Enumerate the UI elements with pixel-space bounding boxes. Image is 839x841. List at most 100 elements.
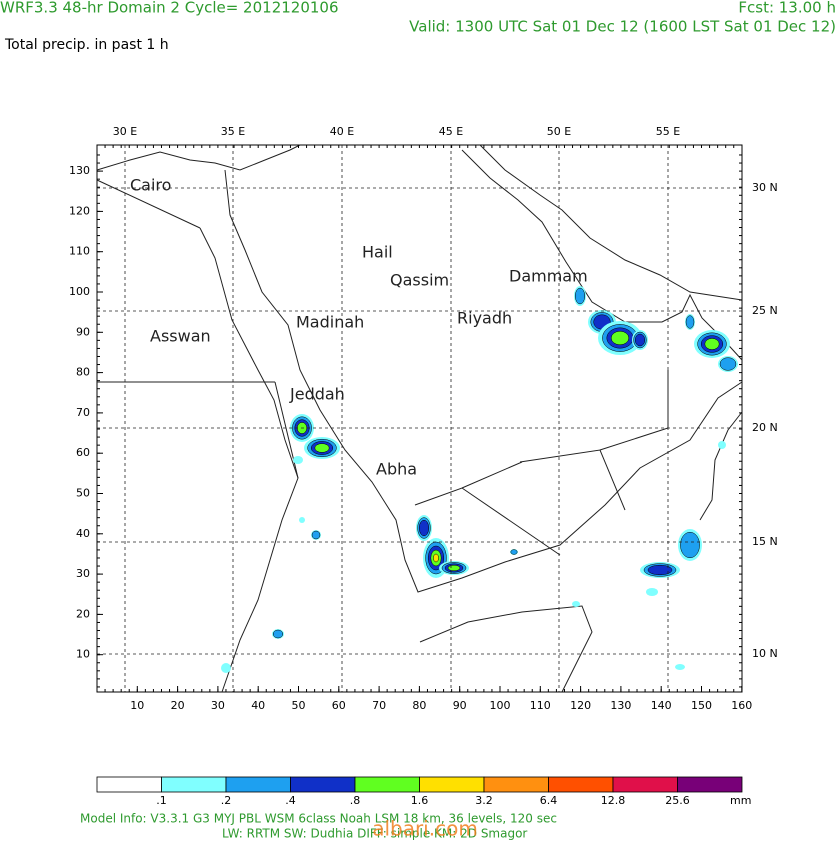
precip-area bbox=[685, 315, 695, 329]
colorbar-box bbox=[419, 776, 485, 793]
y-tick-label: 70 bbox=[76, 406, 90, 419]
colorbar-label: 1.6 bbox=[411, 794, 429, 807]
place-label: Cairo bbox=[130, 176, 171, 195]
precip-area bbox=[433, 553, 439, 563]
x-tick-label: 60 bbox=[332, 699, 346, 712]
x-tick-label: 30 bbox=[211, 699, 225, 712]
watermark: albari.com bbox=[372, 817, 478, 841]
axes: 30 E 35 E 40 E 45 E 50 E 55 E 30 N 25 N 20 N 15 N… bbox=[69, 125, 778, 712]
colorbar-box bbox=[354, 776, 420, 793]
colorbar-label: 25.6 bbox=[665, 794, 690, 807]
y-tick-label: 10 bbox=[76, 648, 90, 661]
precip-area bbox=[221, 663, 231, 673]
colorbar-box bbox=[548, 776, 614, 793]
lat-label: 10 N bbox=[752, 647, 778, 660]
precip-area bbox=[680, 531, 700, 559]
precip-area bbox=[634, 333, 646, 347]
place-label: Madinah bbox=[296, 313, 364, 332]
colorbar-box bbox=[225, 776, 291, 793]
x-tick-label: 20 bbox=[171, 699, 185, 712]
coastline bbox=[699, 411, 743, 521]
x-tick-label: 160 bbox=[731, 699, 752, 712]
x-tick-label: 80 bbox=[412, 699, 426, 712]
x-tick-label: 120 bbox=[570, 699, 591, 712]
precip-area bbox=[574, 287, 586, 305]
place-label: Abha bbox=[376, 460, 417, 479]
y-tick-label: 80 bbox=[76, 366, 90, 379]
x-tick-label: 70 bbox=[372, 699, 386, 712]
precip-area bbox=[704, 338, 720, 350]
precip-area bbox=[299, 517, 305, 523]
precip-area bbox=[718, 441, 726, 449]
precip-area bbox=[272, 629, 284, 639]
lon-label: 50 E bbox=[547, 125, 571, 138]
place-label: Riyadh bbox=[457, 309, 512, 328]
model-info: Model Info: V3.3.1 G3 MYJ PBL WSM 6class… bbox=[80, 812, 557, 826]
forecast: Fcst: 13.00 h bbox=[738, 0, 836, 17]
map bbox=[96, 144, 743, 693]
y-tick-label: 90 bbox=[76, 325, 90, 338]
precip-area bbox=[418, 519, 430, 537]
places: Cairo Hail Qassim Dammam Asswan Madinah Riyadh… bbox=[130, 176, 588, 479]
colorbar-label: .4 bbox=[285, 794, 296, 807]
lat-label: 15 N bbox=[752, 535, 778, 548]
y-tick-label: 120 bbox=[69, 204, 90, 217]
lon-label: 35 E bbox=[221, 125, 245, 138]
precip-area bbox=[647, 564, 673, 576]
x-tick-label: 90 bbox=[453, 699, 467, 712]
lat-label: 30 N bbox=[752, 181, 778, 194]
y-tick-label: 30 bbox=[76, 567, 90, 580]
lat-lon-grid bbox=[97, 145, 742, 692]
lon-label: 45 E bbox=[439, 125, 463, 138]
y-tick-label: 60 bbox=[76, 446, 90, 459]
x-tick-label: 110 bbox=[530, 699, 551, 712]
colorbar-box bbox=[483, 776, 549, 793]
x-tick-label: 40 bbox=[251, 699, 265, 712]
y-tick-label: 130 bbox=[69, 164, 90, 177]
map-frame bbox=[96, 144, 743, 693]
x-tick-label: 140 bbox=[651, 699, 672, 712]
colorbar-unit: mm bbox=[730, 794, 751, 807]
place-label: Qassim bbox=[390, 271, 449, 290]
colorbar-label: 6.4 bbox=[540, 794, 558, 807]
colorbar-box bbox=[612, 776, 678, 793]
model-info: LW: RRTM SW: Dudhia DIFF: simple KM: 2D … bbox=[222, 827, 527, 841]
x-tick-label: 130 bbox=[610, 699, 631, 712]
colorbar-box bbox=[677, 776, 743, 793]
precip-area bbox=[675, 664, 685, 670]
colorbar-box bbox=[290, 776, 356, 793]
precip-area bbox=[293, 456, 303, 464]
lat-label: 25 N bbox=[752, 304, 778, 317]
subtitle: Total precip. in past 1 h bbox=[4, 37, 169, 53]
y-tick-label: 110 bbox=[69, 245, 90, 258]
colorbar-label: 3.2 bbox=[475, 794, 493, 807]
place-label: Dammam bbox=[509, 267, 588, 286]
x-tick-label: 10 bbox=[130, 699, 144, 712]
precip-area bbox=[311, 530, 321, 540]
colorbar-label: .8 bbox=[350, 794, 361, 807]
coastline bbox=[224, 169, 743, 593]
x-tick-label: 150 bbox=[691, 699, 712, 712]
lon-label: 30 E bbox=[113, 125, 137, 138]
colorbar-label: .1 bbox=[156, 794, 167, 807]
precip-area bbox=[510, 549, 518, 555]
colorbar-label: 12.8 bbox=[601, 794, 626, 807]
place-label: Jeddah bbox=[289, 385, 345, 404]
precip-area bbox=[646, 588, 658, 596]
coastline bbox=[199, 227, 299, 693]
coastline bbox=[479, 144, 743, 301]
legend: .1 .2 .4 .8 1.6 3.2 6.4 12.8 25.6 mm bbox=[96, 776, 751, 807]
y-tick-label: 100 bbox=[69, 285, 90, 298]
valid-time: Valid: 1300 UTC Sat 01 Dec 12 (1600 LST … bbox=[409, 18, 836, 36]
precip-area bbox=[314, 443, 330, 453]
x-tick-label: 50 bbox=[292, 699, 306, 712]
y-tick-label: 20 bbox=[76, 607, 90, 620]
precip-area bbox=[610, 330, 630, 346]
lon-label: 55 E bbox=[656, 125, 680, 138]
coastline bbox=[419, 605, 593, 693]
title: WRF3.3 48-hr Domain 2 Cycle= 2012120106 bbox=[0, 0, 339, 17]
precip-area bbox=[719, 357, 737, 371]
place-label: Hail bbox=[362, 243, 393, 262]
